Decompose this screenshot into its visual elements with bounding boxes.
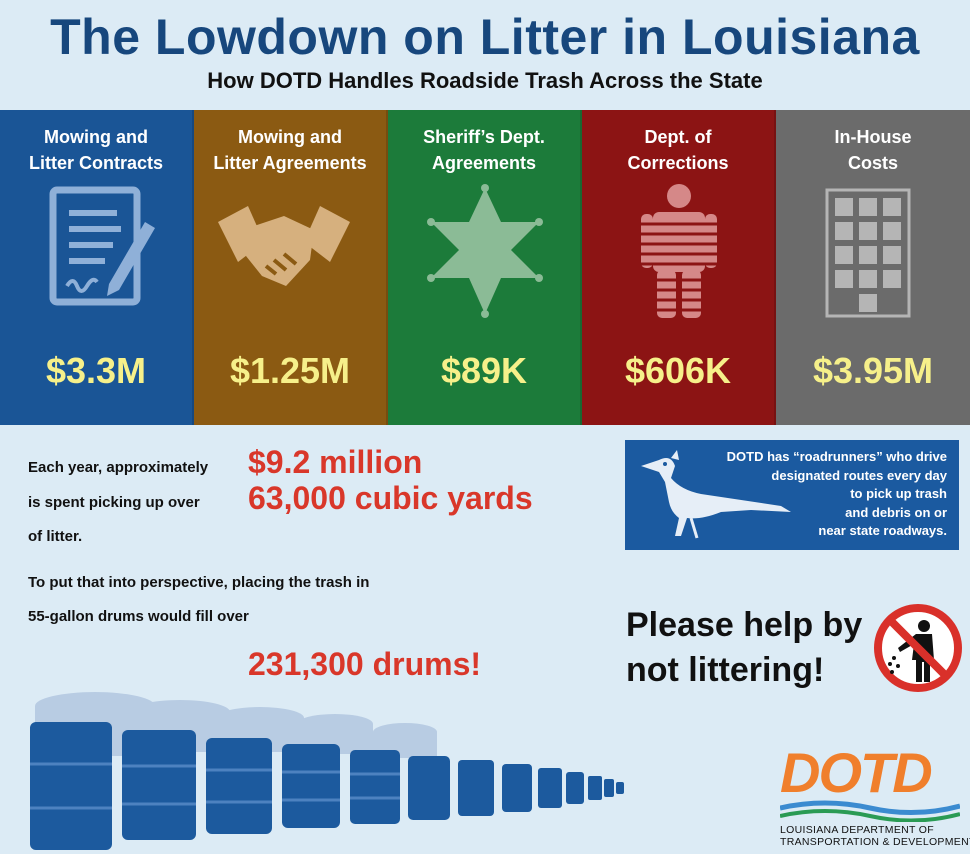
perspective-line-1: To put that into perspective, placing th… — [28, 574, 370, 591]
prisoner-icon — [639, 184, 719, 318]
fact-line-1: Each year, approximately — [28, 459, 209, 476]
roadrunner-line-5: near state roadways. — [818, 523, 947, 538]
drum-row-illustration — [30, 692, 624, 850]
logo-wordmark: DOTD — [780, 741, 933, 804]
panel-amount: $3.95M — [812, 350, 934, 391]
perspective-line-2: 55-gallon drums would fill over — [28, 608, 249, 625]
help-message: Please help by not littering! — [626, 603, 862, 693]
header: The Lowdown on Litter in Louisiana How D… — [0, 0, 970, 110]
cost-figure: $9.2 million — [248, 444, 423, 480]
fact-line-2: is spent picking up over — [28, 494, 200, 511]
cost-panels: Mowing and Litter Contracts $3.3M Mowing… — [0, 110, 970, 425]
building-icon — [825, 188, 911, 318]
help-line-2: not littering! — [626, 651, 825, 689]
roadrunner-line-4: and debris on or — [845, 504, 947, 520]
panel-sheriff: Sheriff’s Dept. Agreements $89K — [388, 110, 582, 425]
logo-waves — [780, 800, 960, 822]
roadrunner-icon — [641, 450, 791, 539]
panel-label: In-House Costs — [834, 127, 912, 173]
panel-label: Mowing and Litter Agreements — [213, 127, 367, 173]
volume-figure: 63,000 cubic yards — [248, 480, 533, 516]
handshake-icon — [218, 206, 350, 286]
logo-line-2: TRANSPORTATION & DEVELOPMENT — [780, 836, 970, 848]
sheriff-star-icon — [427, 184, 543, 318]
panel-corrections: Dept. of Corrections $606K — [582, 110, 776, 425]
roadrunner-text: DOTD has “roadrunners” who drive designa… — [697, 448, 947, 541]
panel-amount: $1.25M — [229, 350, 351, 391]
panel-amount: $606K — [624, 350, 732, 391]
panel-amount: $3.3M — [45, 350, 147, 391]
panel-contracts: Mowing and Litter Contracts $3.3M — [0, 110, 194, 425]
roadrunner-line-3: to pick up trash — [850, 486, 947, 501]
logo-line-1: LOUISIANA DEPARTMENT OF — [780, 824, 934, 836]
dotd-logo: DOTD LOUISIANA DEPARTMENT OF TRANSPORTAT… — [780, 740, 970, 850]
contract-icon — [49, 186, 155, 306]
panel-agreements: Mowing and Litter Agreements $1.25M — [194, 110, 388, 425]
no-littering-icon — [874, 604, 962, 692]
roadrunner-line-2: designated routes every day — [771, 467, 947, 483]
roadrunner-box: DOTD has “roadrunners” who drive designa… — [625, 440, 959, 550]
panel-in-house: In-House Costs $3.95M — [776, 110, 970, 425]
roadrunner-line-1: DOTD has “roadrunners” who drive — [726, 449, 947, 464]
page-subtitle: How DOTD Handles Roadside Trash Across t… — [207, 68, 763, 93]
drums-figure: 231,300 drums! — [248, 646, 482, 682]
panel-label: Mowing and Litter Contracts — [28, 127, 163, 173]
panel-amount: $89K — [440, 350, 528, 391]
panel-label: Sheriff’s Dept. Agreements — [423, 127, 545, 173]
panel-label: Dept. of Corrections — [627, 127, 729, 173]
help-line-1: Please help by — [626, 606, 863, 644]
page-title: The Lowdown on Litter in Louisiana — [50, 9, 920, 65]
fact-line-3: of litter. — [28, 528, 83, 545]
